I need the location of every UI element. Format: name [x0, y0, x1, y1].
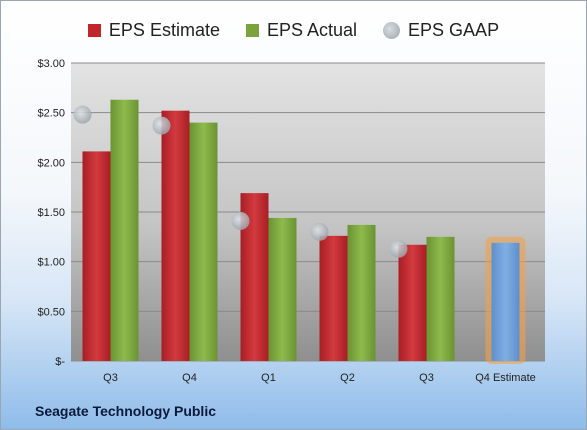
bar-eps-estimate — [82, 151, 111, 361]
bar-eps-estimate — [319, 235, 348, 361]
y-tick-label: $1.50 — [37, 207, 65, 219]
bar-eps-actual — [347, 224, 376, 361]
company-name: Seagate Technology Public — [35, 403, 217, 419]
marker-eps-gaap — [389, 239, 408, 258]
legend-item-estimate: EPS Estimate — [87, 19, 220, 41]
bar-eps-estimate — [398, 244, 427, 361]
legend-item-actual: EPS Actual — [245, 19, 358, 41]
legend-swatch-actual — [245, 23, 259, 37]
bar-eps-forecast — [491, 242, 520, 361]
y-axis-ticks: $- $0.50 $1.00 $1.50 $2.00 $2.50 $3.00 — [37, 58, 65, 368]
gridlines — [71, 62, 545, 362]
legend-label-estimate: EPS Estimate — [108, 19, 220, 40]
bar-eps-actual — [110, 99, 139, 362]
y-tick-label: $1.00 — [37, 257, 65, 269]
bar-eps-actual — [426, 236, 455, 361]
legend-item-gaap: EPS GAAP — [383, 20, 499, 41]
x-tick-label: Q2 — [340, 372, 355, 384]
x-tick-label: Q4 — [182, 372, 197, 384]
bar-eps-actual — [189, 122, 218, 361]
x-tick-label: Q4 Estimate — [475, 372, 536, 384]
legend: EPS Estimate EPS Actual EPS GAAP — [1, 15, 586, 45]
bar-eps-estimate — [161, 110, 190, 362]
marker-eps-gaap — [73, 105, 92, 124]
legend-swatch-estimate — [87, 23, 101, 37]
x-tick-label: Q3 — [103, 372, 118, 384]
y-tick-label: $0.50 — [37, 306, 65, 318]
marker-eps-gaap — [310, 222, 329, 241]
gaap-markers — [73, 105, 408, 258]
bars — [82, 99, 526, 364]
y-tick-label: $2.00 — [37, 157, 65, 169]
y-tick-label: $3.00 — [37, 58, 65, 70]
x-tick-label: Q1 — [261, 372, 276, 384]
x-tick-label: Q3 — [419, 372, 434, 384]
legend-label-actual: EPS Actual — [266, 19, 358, 40]
marker-eps-gaap — [152, 116, 171, 135]
legend-swatch-gaap — [383, 21, 401, 39]
legend-label-gaap: EPS GAAP — [408, 19, 500, 40]
x-axis-ticks: Q3 Q4 Q1 Q2 Q3 Q4 Estimate — [103, 372, 536, 384]
bar-eps-actual — [268, 217, 297, 361]
y-tick-label: $2.50 — [37, 108, 65, 120]
y-tick-label: $- — [55, 356, 65, 368]
marker-eps-gaap — [231, 211, 250, 230]
